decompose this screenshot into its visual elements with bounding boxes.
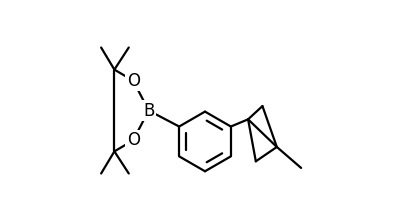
Text: O: O xyxy=(126,131,139,149)
Text: O: O xyxy=(126,72,139,90)
Text: B: B xyxy=(143,101,154,120)
